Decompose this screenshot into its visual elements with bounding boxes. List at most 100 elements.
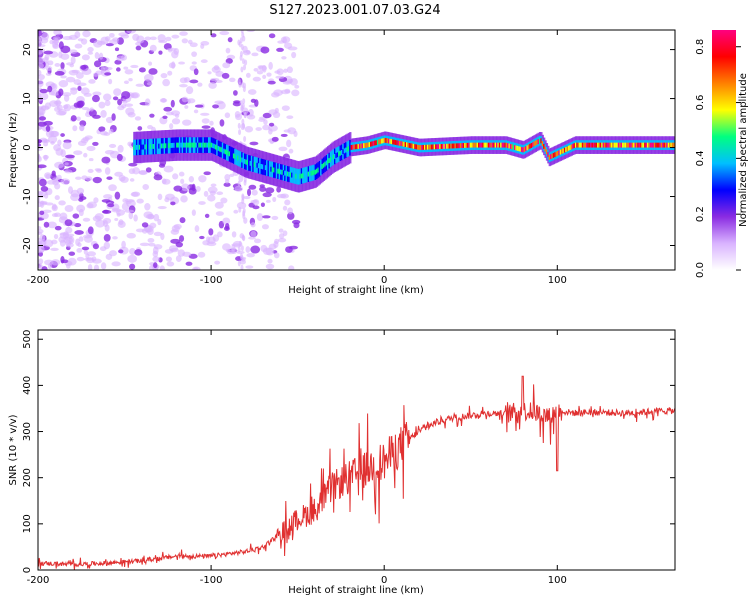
noise-blob <box>224 173 231 181</box>
noise-blob <box>142 184 150 191</box>
noise-blob <box>111 113 116 121</box>
ridge-peak <box>307 171 310 177</box>
noise-blob <box>92 114 101 119</box>
noise-blob <box>243 64 247 71</box>
noise-blob <box>116 153 123 161</box>
y-tick-label: 200 <box>22 468 33 487</box>
noise-blob <box>54 161 65 169</box>
noise-blob <box>105 116 114 124</box>
ridge-peak <box>385 137 388 143</box>
noise-blob <box>201 118 210 124</box>
noise-blob <box>60 256 65 264</box>
noise-blob <box>65 76 76 83</box>
ridge-peak <box>598 142 601 148</box>
noise-blob <box>165 256 173 262</box>
ridge-peak <box>255 162 258 168</box>
noise-blob <box>70 115 77 122</box>
noise-blob <box>246 30 256 33</box>
noise-blob <box>293 222 300 229</box>
ridge-peak <box>577 142 580 148</box>
noise-blob <box>134 116 142 121</box>
noise-blob <box>109 143 117 149</box>
noise-blob <box>116 55 125 62</box>
noise-blob <box>224 112 231 119</box>
ridge-peak <box>559 149 562 155</box>
ridge-peak <box>604 142 607 148</box>
noise-blob <box>260 46 270 54</box>
noise-blob <box>128 162 138 167</box>
noise-blob <box>117 105 125 111</box>
noise-blob <box>75 176 82 180</box>
noise-blob <box>257 65 264 69</box>
ridge-peak <box>151 144 154 149</box>
ridge-peak <box>458 143 461 149</box>
noise-blob <box>38 62 44 69</box>
ridge-peak <box>231 152 234 158</box>
noise-blob <box>125 107 135 116</box>
noise-blob <box>86 203 94 209</box>
ridge-peak <box>516 145 519 151</box>
ridge-peak <box>533 141 536 147</box>
ridge-peak <box>313 170 316 175</box>
noise-blob <box>287 127 297 135</box>
noise-blob <box>265 187 275 194</box>
ridge-peak <box>404 142 407 147</box>
ridge-peak <box>471 142 474 148</box>
ridge-peak <box>673 142 675 148</box>
noise-blob <box>247 188 252 197</box>
noise-blob <box>252 76 261 82</box>
noise-blob <box>38 258 44 265</box>
ridge-peak <box>407 142 410 148</box>
ridge-peak <box>551 153 554 159</box>
noise-blob <box>77 85 82 92</box>
noise-blob <box>162 178 171 185</box>
ridge-peak <box>149 144 153 150</box>
noise-blob <box>214 100 224 105</box>
ridge-peak <box>655 142 658 148</box>
noise-blob <box>54 195 60 201</box>
noise-blob <box>72 125 78 132</box>
ridge-peak <box>544 146 547 152</box>
noise-blob <box>82 136 90 142</box>
noise-blob <box>55 99 61 108</box>
noise-blob <box>45 72 52 76</box>
noise-blob <box>92 176 102 184</box>
noise-blob <box>107 203 115 208</box>
ridge-peak <box>540 138 543 144</box>
noise-blob <box>168 62 176 69</box>
ridge-peak <box>284 170 287 176</box>
ridge-peak <box>526 145 529 151</box>
noise-blob <box>135 45 142 51</box>
ridge-peak <box>669 142 672 148</box>
ridge-peak <box>210 142 213 148</box>
noise-blob <box>280 89 291 95</box>
ridge-peak <box>394 140 398 145</box>
noise-blob <box>38 190 48 196</box>
noise-blob <box>207 186 218 194</box>
noise-blob <box>78 124 85 132</box>
ridge-peak <box>430 144 434 150</box>
noise-blob <box>198 175 207 183</box>
noise-blob <box>243 135 247 142</box>
noise-blob <box>268 122 275 127</box>
noise-blob <box>38 139 43 144</box>
ridge-peak <box>588 142 591 148</box>
ridge-peak <box>574 142 578 148</box>
noise-blob <box>53 30 62 36</box>
ridge-peak <box>370 141 373 147</box>
ridge-peak <box>411 143 414 149</box>
ridge-peak <box>135 144 139 150</box>
noise-blob <box>87 264 93 270</box>
ridge-peak <box>536 139 539 145</box>
ridge-peak <box>336 152 339 158</box>
ridge-peak <box>158 143 161 149</box>
noise-blob <box>92 243 99 250</box>
noise-blob <box>103 66 113 71</box>
noise-blob <box>171 50 179 59</box>
ridge-peak <box>169 143 172 148</box>
noise-blob <box>112 96 119 101</box>
ridge-peak <box>241 157 244 163</box>
ridge-peak <box>419 145 423 150</box>
ridge-peak <box>408 142 411 148</box>
noise-blob <box>227 37 233 43</box>
